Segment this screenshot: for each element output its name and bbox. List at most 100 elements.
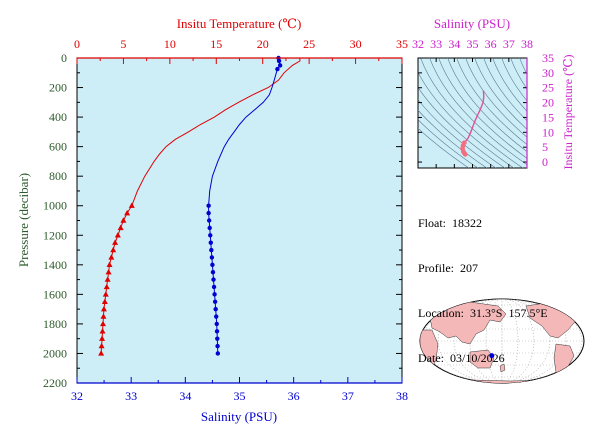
salinity-point: [209, 255, 215, 260]
salinity-point: [208, 233, 213, 238]
map-meridian: [453, 299, 551, 383]
salinity-tick-label: 32: [71, 389, 83, 403]
inset-temperature-tick-label: 10: [542, 125, 554, 139]
pressure-tick-label: 2200: [43, 376, 67, 390]
temperature-axis-title: Insitu Temperature (℃): [177, 16, 302, 31]
temperature-point: [99, 335, 106, 341]
density-contour: [465, 58, 527, 138]
density-contour: [501, 58, 527, 102]
density-contour: [438, 58, 527, 159]
temperature-tick-label: 35: [396, 37, 408, 51]
temperature-tick-label: 10: [164, 37, 176, 51]
salinity-point: [215, 343, 220, 349]
pressure-tick-label: 2000: [43, 346, 67, 360]
density-contour: [420, 58, 524, 168]
map-meridian: [421, 299, 583, 383]
temperature-point: [102, 291, 109, 297]
inset-salinity-tick-label: 32: [412, 37, 424, 51]
temperature-point: [101, 298, 108, 304]
temperature-point: [128, 202, 135, 208]
inset-temperature-tick-label: 20: [542, 96, 554, 110]
inset-temperature-tick-label: 25: [542, 81, 554, 95]
salinity-point: [215, 351, 221, 356]
island-new-zealand: [499, 363, 506, 373]
inset-salinity-tick-label: 38: [521, 37, 533, 51]
pressure-tick-label: 1200: [43, 228, 67, 242]
temperature-point: [99, 328, 106, 334]
temperature-point: [120, 217, 127, 223]
pressure-tick-label: 1600: [43, 287, 67, 301]
salinity-point: [207, 225, 212, 231]
salinity-tick-label: 33: [125, 389, 137, 403]
temperature-point: [100, 305, 107, 312]
inset-temperature-tick-label: 15: [542, 110, 554, 124]
inset-salinity-tick-label: 33: [430, 37, 442, 51]
float-id-text: Float: 18322: [418, 216, 483, 230]
salinity-point: [211, 277, 216, 282]
temperature-point: [108, 254, 115, 260]
pressure-tick-label: 0: [61, 51, 67, 65]
profile-number-text: Profile: 207: [418, 261, 478, 275]
date-text: Date: 03/10/2026: [418, 351, 505, 365]
temperature-tick-label: 0: [74, 37, 80, 51]
inset-temperature-tick-label: 30: [542, 66, 554, 80]
salinity-point: [214, 321, 219, 327]
temperature-point: [103, 283, 110, 290]
inset-temperature-tick-label: 0: [542, 155, 548, 169]
ts-point: [462, 151, 468, 157]
pressure-tick-label: 800: [49, 169, 67, 183]
density-contour: [483, 58, 527, 122]
salinity-point: [211, 284, 217, 290]
temperature-tick-label: 15: [210, 37, 222, 51]
salinity-axis-title: Salinity (PSU): [201, 409, 277, 424]
salinity-tick-label: 36: [288, 389, 300, 403]
salinity-tick-label: 35: [234, 389, 246, 403]
temperature-profile-line: [100, 58, 301, 354]
map-meridian: [485, 299, 519, 383]
density-contour: [418, 109, 488, 168]
island-greenland: [561, 299, 575, 307]
density-contour: [456, 58, 527, 145]
inset-salinity-tick-label: 37: [503, 37, 515, 51]
pressure-axis-title: Pressure (decibar): [16, 173, 31, 267]
salinity-tick-label: 34: [179, 389, 191, 403]
salinity-point: [208, 240, 213, 245]
temperature-point: [100, 320, 106, 327]
pressure-tick-label: 1800: [43, 317, 67, 331]
density-contour: [418, 119, 479, 168]
salinity-point: [206, 210, 211, 216]
temperature-point: [106, 261, 113, 268]
temperature-point: [98, 350, 105, 356]
temperature-point: [100, 313, 107, 319]
salinity-point: [212, 292, 217, 297]
salinity-tick-label: 37: [342, 389, 354, 403]
salinity-point: [215, 336, 220, 341]
density-contour: [510, 58, 527, 90]
salinity-profile-line: [208, 57, 281, 354]
pressure-tick-label: 600: [49, 140, 67, 154]
temperature-tick-label: 30: [350, 37, 362, 51]
salinity-point: [214, 314, 219, 319]
salinity-point: [212, 299, 218, 304]
salinity-point: [213, 306, 218, 312]
temperature-point: [117, 224, 124, 231]
salinity-point: [210, 270, 216, 275]
inset-salinity-title: Salinity (PSU): [434, 16, 510, 31]
main-plot-background: [76, 57, 403, 384]
inset-temperature-tick-label: 35: [542, 51, 554, 65]
salinity-point: [275, 66, 280, 72]
inset-temperature-title: Insitu Temperature (℃): [561, 55, 575, 170]
inset-temperature-tick-label: 5: [542, 140, 548, 154]
float-info: Float: 18322 Profile: 207 Location: 31.3…: [418, 186, 548, 381]
density-contour: [447, 58, 527, 152]
inset-salinity-tick-label: 35: [467, 37, 479, 51]
density-contour: [429, 58, 527, 166]
density-contour: [519, 58, 527, 75]
density-contours: [418, 58, 527, 168]
temperature-point: [114, 232, 121, 238]
continent-asia: [429, 301, 507, 345]
density-contour: [418, 127, 470, 168]
temperature-point: [124, 209, 131, 216]
density-contour: [418, 71, 515, 168]
salinity-point: [277, 63, 283, 68]
